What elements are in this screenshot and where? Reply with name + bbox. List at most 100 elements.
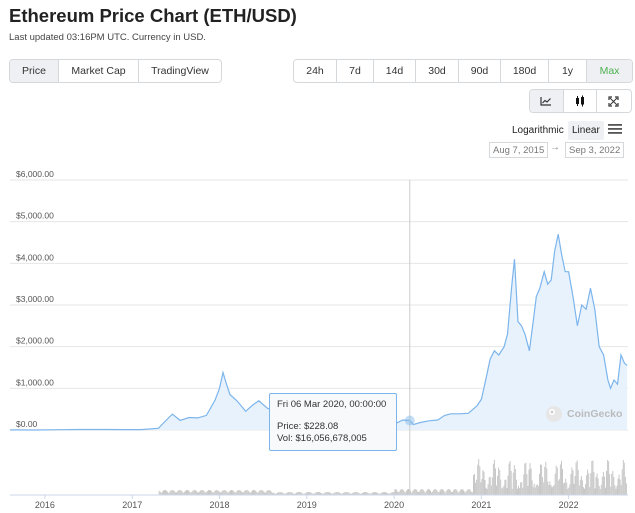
volume-bar <box>178 490 180 495</box>
volume-bar <box>350 493 352 495</box>
range-24h[interactable]: 24h <box>294 60 337 82</box>
volume-bar <box>241 492 243 495</box>
volume-bar <box>345 492 347 495</box>
volume-bar <box>569 484 571 495</box>
volume-bar <box>209 490 210 495</box>
volume-bar <box>600 484 602 495</box>
volume-bar <box>506 488 508 495</box>
volume-bar <box>189 491 191 495</box>
volume-bar <box>177 490 179 495</box>
volume-bar <box>612 471 614 495</box>
volume-bar <box>223 490 225 495</box>
volume-bar <box>519 488 521 495</box>
volume-bar <box>571 467 573 495</box>
volume-bar <box>415 489 417 495</box>
range-30d[interactable]: 30d <box>416 60 459 82</box>
volume-bar <box>161 491 163 495</box>
volume-bar <box>518 485 519 495</box>
volume-bar <box>492 463 494 495</box>
page-title: Ethereum Price Chart (ETH/USD) <box>9 5 297 26</box>
volume-bar <box>497 475 499 495</box>
volume-bar <box>481 479 483 495</box>
volume-bar <box>530 468 532 495</box>
volume-bar <box>389 493 391 495</box>
volume-bar <box>540 464 541 495</box>
range-7d[interactable]: 7d <box>337 60 374 82</box>
menu-icon[interactable] <box>608 123 622 135</box>
volume-bar <box>465 491 467 495</box>
fullscreen-button[interactable] <box>597 90 631 112</box>
volume-bar <box>356 492 358 495</box>
volume-bar <box>567 488 569 495</box>
range-180d[interactable]: 180d <box>501 60 549 82</box>
tab-tradingview[interactable]: TradingView <box>151 65 209 77</box>
volume-bar <box>598 486 600 495</box>
volume-bar <box>404 492 406 495</box>
volume-bar <box>249 492 251 495</box>
volume-bar <box>371 492 373 495</box>
volume-bar <box>364 492 365 495</box>
volume-bar <box>252 490 253 495</box>
volume-bar <box>570 474 572 495</box>
volume-bar <box>435 489 437 495</box>
volume-bar <box>448 489 450 495</box>
range-max[interactable]: Max <box>587 60 632 82</box>
volume-bar <box>578 485 580 495</box>
tab-market-cap[interactable]: Market Cap <box>59 60 139 82</box>
volume-bar <box>515 479 517 495</box>
volume-bar <box>473 475 474 495</box>
volume-bar <box>553 484 555 495</box>
range-14d[interactable]: 14d <box>374 60 416 82</box>
volume-bar <box>410 490 412 495</box>
volume-bar <box>517 488 518 495</box>
volume-bar <box>224 490 226 495</box>
volume-bar <box>221 491 223 495</box>
volume-bar <box>559 464 561 495</box>
volume-bar <box>493 459 495 495</box>
volume-bar <box>625 483 627 495</box>
volume-bar <box>413 489 415 495</box>
volume-bar <box>417 492 419 495</box>
volume-bar <box>239 490 241 495</box>
volume-bar <box>442 489 444 495</box>
volume-bar <box>511 488 513 495</box>
date-from-input[interactable]: Aug 7, 2015 <box>489 142 549 158</box>
volume-bar <box>420 489 422 495</box>
volume-bar <box>398 491 400 495</box>
volume-bar <box>503 485 505 495</box>
range-1y[interactable]: 1y <box>549 60 587 82</box>
volume-bar <box>397 492 399 495</box>
candlestick-button[interactable] <box>564 90 598 112</box>
price-chart[interactable]: $0.00 $1,000.00 $2,000.00 $3,000.00 $4,000.0… <box>0 165 635 513</box>
range-90d[interactable]: 90d <box>459 60 501 82</box>
volume-bar <box>552 486 554 495</box>
volume-bar <box>597 478 599 495</box>
x-tick-label: 2016 <box>35 500 55 510</box>
volume-bar <box>572 470 574 495</box>
volume-bar <box>480 482 482 495</box>
volume-bar <box>591 461 593 495</box>
volume-bar <box>449 490 451 495</box>
volume-bar <box>328 492 330 495</box>
volume-bar <box>610 486 612 495</box>
volume-bar <box>544 466 546 495</box>
tab-price[interactable]: Price <box>10 60 59 82</box>
logarithmic-toggle[interactable]: Logarithmic <box>512 125 564 136</box>
volume-bar <box>411 492 413 495</box>
volume-bar <box>348 492 350 495</box>
volume-bar <box>475 482 477 495</box>
linear-toggle[interactable]: Linear <box>568 121 604 140</box>
volume-bar <box>278 492 280 495</box>
volume-bar <box>603 476 605 495</box>
line-chart-button[interactable] <box>530 90 564 112</box>
date-to-input[interactable]: Sep 3, 2022 <box>565 142 625 158</box>
volume-bar <box>614 485 616 495</box>
y-axis-labels: $0.00 $1,000.00 $2,000.00 $3,000.00 $4,000.0… <box>16 169 54 429</box>
volume-bar <box>618 474 620 495</box>
volume-bar <box>368 493 370 495</box>
volume-bar <box>382 492 384 495</box>
volume-bar <box>184 490 186 495</box>
volume-bar <box>491 477 493 495</box>
volume-bar <box>349 493 351 495</box>
volume-bar <box>608 461 610 495</box>
